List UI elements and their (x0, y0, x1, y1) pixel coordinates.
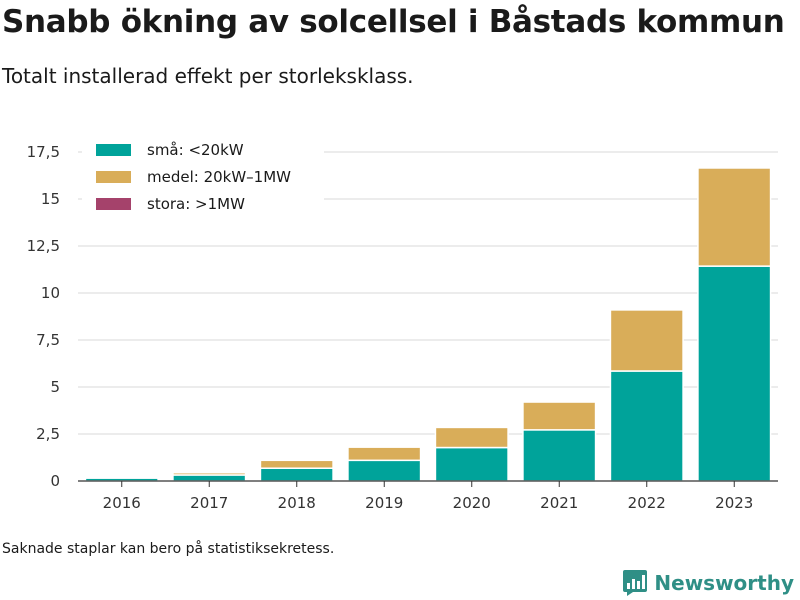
y-tick-label: 10 (41, 284, 60, 302)
bar-segment (347, 446, 422, 462)
chart-subtitle: Totalt installerad effekt per storlekskl… (2, 64, 414, 88)
bar-segment (259, 459, 334, 469)
x-tick-label: 2023 (715, 494, 753, 512)
x-tick-label: 2019 (365, 494, 403, 512)
bar-segment (434, 426, 509, 449)
bar-segment (609, 309, 684, 372)
bar-segment (609, 370, 684, 482)
bar-segment (697, 167, 772, 267)
y-tick-label: 2,5 (36, 425, 60, 443)
x-tick-label: 2017 (190, 494, 228, 512)
legend-label: medel: 20kW–1MW (147, 168, 291, 186)
bar-segment (172, 471, 247, 476)
newsworthy-logo-icon (623, 570, 648, 596)
stacked-bar-chart: 0 2,5 5 7,5 10 12,5 15 17,5 2016 2017 2018 2019 2020… (26, 136, 778, 512)
legend-swatch (96, 198, 131, 210)
y-tick-label: 12,5 (27, 237, 60, 255)
y-tick-label: 17,5 (27, 143, 60, 161)
bars (84, 167, 772, 482)
x-tick-label: 2016 (103, 494, 141, 512)
x-tick-label: 2022 (628, 494, 666, 512)
legend-label: små: <20kW (147, 141, 244, 159)
y-tick-label: 0 (50, 472, 60, 490)
y-tick-label: 15 (41, 190, 60, 208)
bar-segment (697, 265, 772, 482)
bar-segment (172, 474, 247, 482)
x-tick-label: 2018 (278, 494, 316, 512)
bar-segment (434, 446, 509, 482)
x-tick-label: 2020 (453, 494, 491, 512)
legend: små: <20kW medel: 20kW–1MW stora: >1MW (82, 136, 324, 218)
bar-segment (522, 401, 597, 431)
bar-segment (347, 459, 422, 482)
y-tick-label: 5 (50, 378, 60, 396)
brand-name: Newsworthy (654, 571, 794, 595)
axes: 0 2,5 5 7,5 10 12,5 15 17,5 2016 2017 2018 2019 2020… (27, 143, 778, 512)
footnote: Saknade staplar kan bero på statistiksek… (2, 541, 335, 557)
x-tick-label: 2021 (540, 494, 578, 512)
chart-title: Snabb ökning av solcellsel i Båstads kom… (2, 4, 785, 40)
bar-segment (522, 429, 597, 482)
newsworthy-brand[interactable]: Newsworthy (622, 568, 794, 598)
legend-label: stora: >1MW (147, 195, 245, 213)
legend-swatch (96, 171, 131, 183)
legend-swatch (96, 144, 131, 156)
bar-segment (259, 467, 334, 482)
y-tick-label: 7,5 (36, 331, 60, 349)
